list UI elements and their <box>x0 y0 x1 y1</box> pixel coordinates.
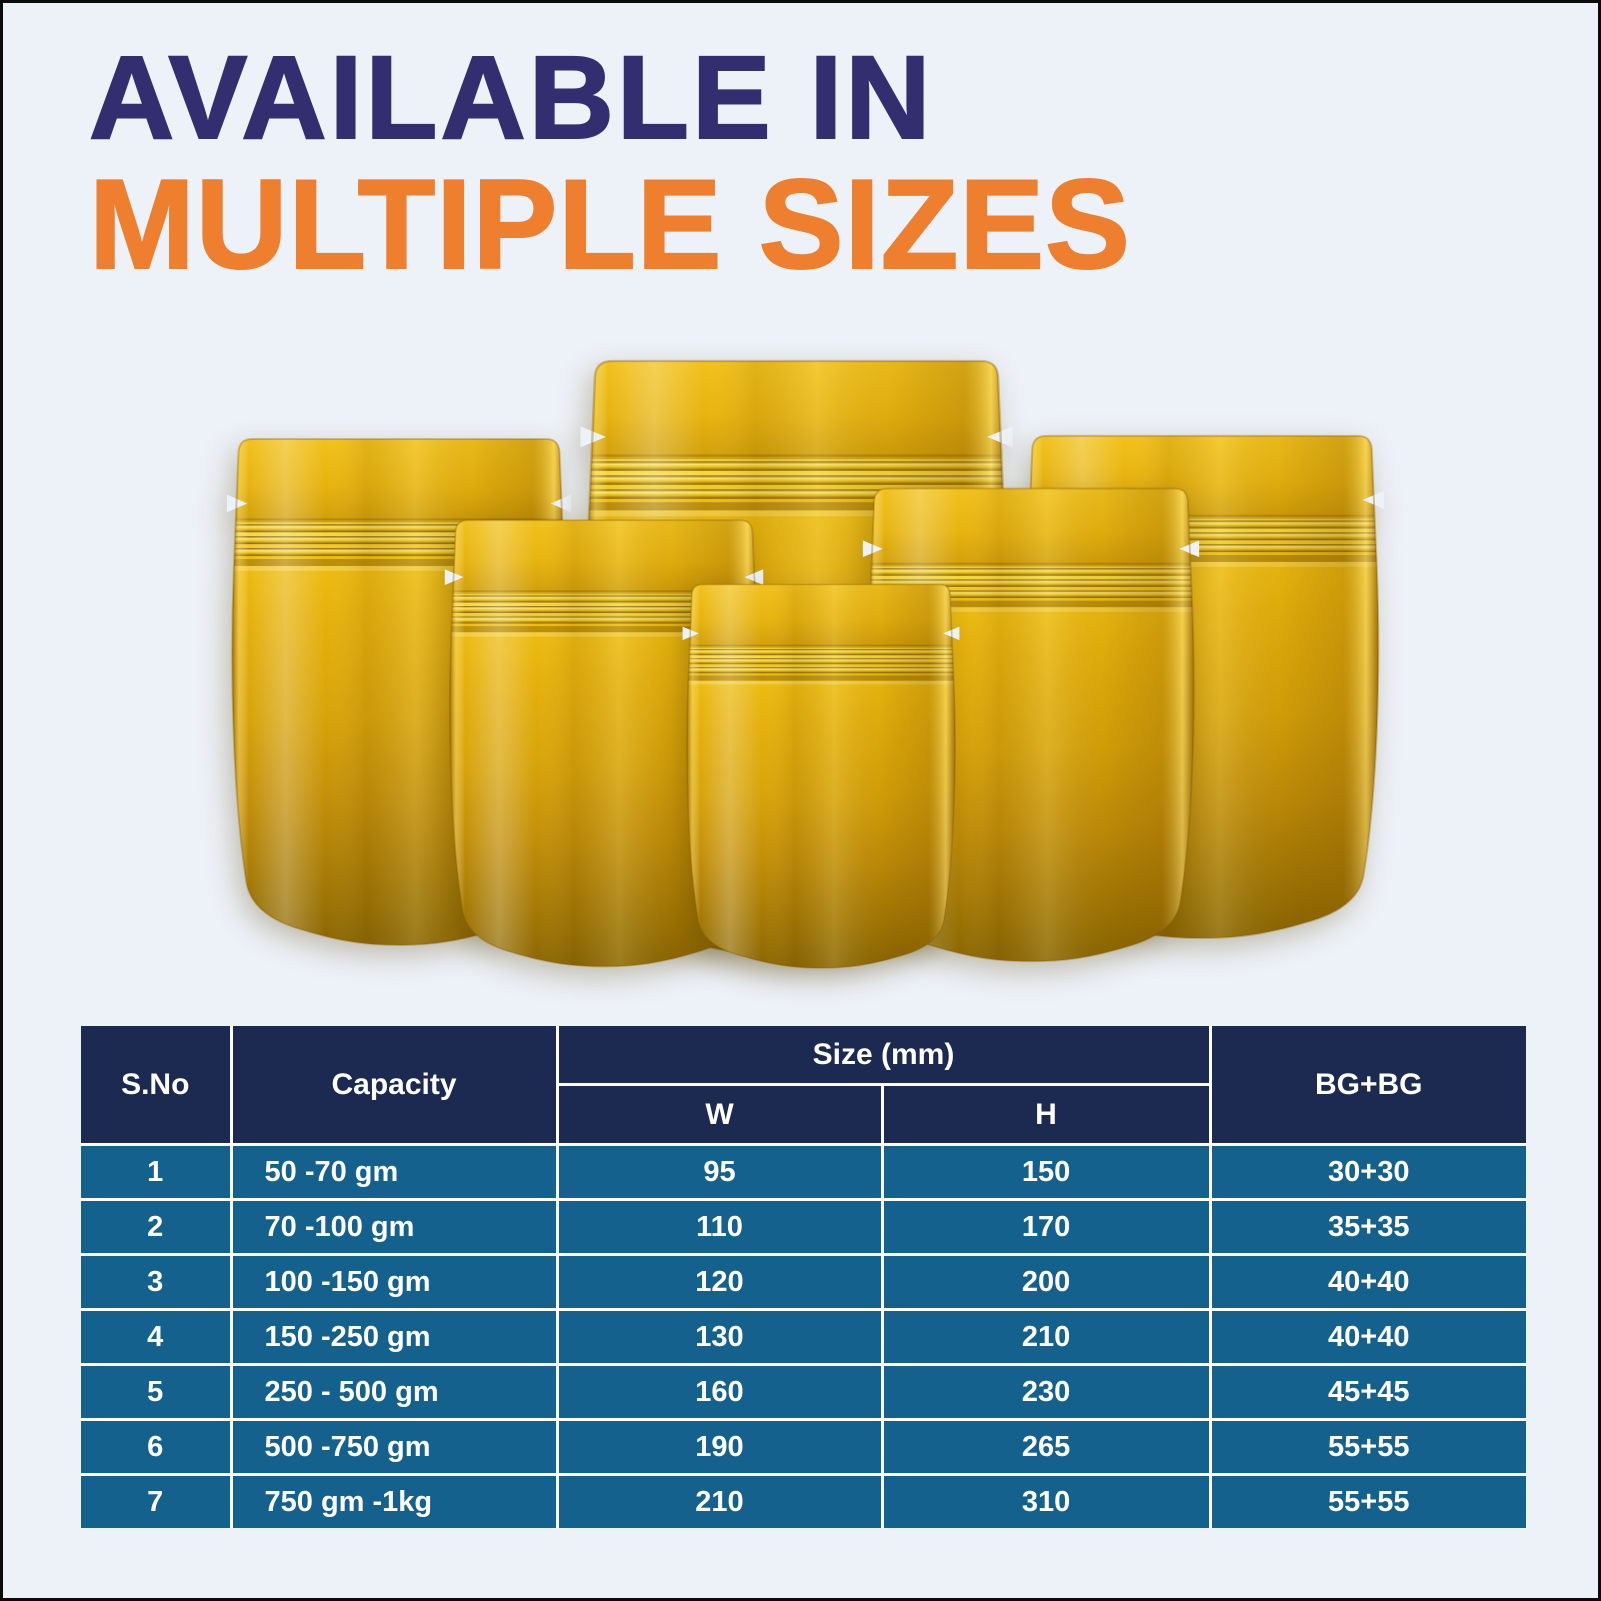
cell-height: 170 <box>880 1198 1212 1256</box>
cell-bg: 55+55 <box>1208 1418 1527 1476</box>
gold-pouch-back-center <box>578 354 1015 961</box>
table-row: 4 150 -250 gm 130 210 40+40 <box>81 1308 1527 1366</box>
title-line-2: MULTIPLE SIZES <box>88 153 1131 295</box>
cell-sno: 5 <box>81 1363 233 1421</box>
table-row: 1 50 -70 gm 95 150 30+30 <box>81 1143 1527 1201</box>
cell-bg: 45+45 <box>1208 1363 1527 1421</box>
table-row: 5 250 - 500 gm 160 230 45+45 <box>81 1363 1527 1421</box>
cell-capacity: 70 -100 gm <box>229 1198 559 1256</box>
cell-bg: 30+30 <box>1208 1143 1527 1201</box>
cell-sno: 2 <box>81 1198 233 1256</box>
cell-width: 160 <box>555 1363 884 1421</box>
cell-width: 120 <box>555 1253 884 1311</box>
header-width: W <box>555 1083 884 1146</box>
cell-width: 190 <box>555 1418 884 1476</box>
cell-height: 150 <box>880 1143 1212 1201</box>
cell-height: 210 <box>880 1308 1212 1366</box>
cell-height: 200 <box>880 1253 1212 1311</box>
table-row: 6 500 -750 gm 190 265 55+55 <box>81 1418 1527 1476</box>
gold-pouch-back-left <box>225 433 573 949</box>
gold-pouch-back-right <box>1018 430 1386 942</box>
cell-height: 265 <box>880 1418 1212 1476</box>
cell-bg: 40+40 <box>1208 1253 1527 1311</box>
header-height: H <box>880 1083 1212 1146</box>
size-table: S.No Capacity Size (mm) BG+BG W H 1 50 -… <box>81 1026 1527 1528</box>
cell-sno: 4 <box>81 1308 233 1366</box>
cell-width: 110 <box>555 1198 884 1256</box>
cell-bg: 40+40 <box>1208 1308 1527 1366</box>
cell-height: 310 <box>880 1473 1212 1528</box>
header-bg: BG+BG <box>1208 1026 1527 1146</box>
cell-capacity: 750 gm -1kg <box>229 1473 559 1528</box>
table-row: 7 750 gm -1kg 210 310 55+55 <box>81 1473 1527 1528</box>
cell-capacity: 150 -250 gm <box>229 1308 559 1366</box>
size-table-body: 1 50 -70 gm 95 150 30+30 2 70 -100 gm 11… <box>81 1143 1527 1528</box>
cell-sno: 6 <box>81 1418 233 1476</box>
page-title: AVAILABLE IN MULTIPLE SIZES <box>88 32 1131 295</box>
cell-width: 210 <box>555 1473 884 1528</box>
cell-sno: 3 <box>81 1253 233 1311</box>
cell-capacity: 50 -70 gm <box>229 1143 559 1201</box>
header-sno: S.No <box>81 1026 233 1146</box>
cell-capacity: 100 -150 gm <box>229 1253 559 1311</box>
header-size-group: Size (mm) <box>555 1026 1212 1086</box>
table-row: 3 100 -150 gm 120 200 40+40 <box>81 1253 1527 1311</box>
gold-pouch-front-center <box>681 580 961 971</box>
table-row: 2 70 -100 gm 110 170 35+35 <box>81 1198 1527 1256</box>
gold-pouch-mid-left <box>443 515 765 970</box>
cell-width: 95 <box>555 1143 884 1201</box>
cell-bg: 35+35 <box>1208 1198 1527 1256</box>
cell-sno: 1 <box>81 1143 233 1201</box>
cell-capacity: 250 - 500 gm <box>229 1363 559 1421</box>
cell-capacity: 500 -750 gm <box>229 1418 559 1476</box>
gold-pouch-mid-right <box>861 483 1201 965</box>
title-line-1: AVAILABLE IN <box>88 32 934 164</box>
cell-height: 230 <box>880 1363 1212 1421</box>
size-table-header: S.No Capacity Size (mm) BG+BG W H <box>81 1026 1527 1146</box>
cell-sno: 7 <box>81 1473 233 1528</box>
cell-bg: 55+55 <box>1208 1473 1527 1528</box>
header-capacity: Capacity <box>229 1026 559 1146</box>
cell-width: 130 <box>555 1308 884 1366</box>
